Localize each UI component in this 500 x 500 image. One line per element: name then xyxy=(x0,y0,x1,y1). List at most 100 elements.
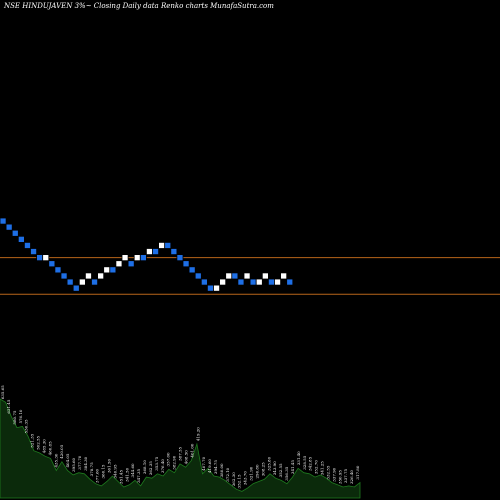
volume-price-label: 357.00 xyxy=(166,452,171,466)
volume-price-label: 347.35 xyxy=(136,468,141,482)
renko-brick-up xyxy=(133,254,141,262)
renko-brick-up xyxy=(225,272,233,280)
volume-price-label: 362.35 xyxy=(148,461,153,475)
volume-price-label: 343.70 xyxy=(243,471,248,485)
renko-brick-down xyxy=(194,272,202,280)
volume-price-label: 435.30 xyxy=(53,453,58,467)
volume-price-label: 372.10 xyxy=(225,467,230,481)
volume-price-label: 350.95 xyxy=(337,470,342,484)
renko-brick-up xyxy=(103,266,111,274)
volume-price-label: 395.60 xyxy=(71,457,76,471)
volume-price-label: 343.90 xyxy=(272,461,277,475)
renko-brick-down xyxy=(17,235,25,243)
volume-price-label: 382.90 xyxy=(172,455,177,469)
renko-brick-down xyxy=(127,260,135,268)
renko-brick-down xyxy=(200,278,208,286)
renko-brick-up xyxy=(78,278,86,286)
volume-price-label: 378.75 xyxy=(89,462,94,476)
renko-brick-down xyxy=(237,278,245,286)
volume-price-label: 341.50 xyxy=(124,467,129,481)
renko-brick-up xyxy=(121,254,129,262)
volume-price-label: 342.85 xyxy=(308,456,313,470)
volume-price-label: 384.30 xyxy=(83,456,88,470)
renko-brick-down xyxy=(36,254,44,262)
renko-brick-down xyxy=(11,229,19,237)
volume-price-label: 380.00 xyxy=(219,463,224,477)
volume-price-label: 353.75 xyxy=(154,456,159,470)
volume-price-label: 344.60 xyxy=(130,463,135,477)
renko-brick-up xyxy=(274,278,281,286)
volume-price-label: 332.55 xyxy=(325,465,330,479)
renko-brick-up xyxy=(158,241,166,249)
renko-brick-down xyxy=(182,260,190,268)
volume-price-label: 377.70 xyxy=(77,455,82,469)
volume-area xyxy=(0,398,361,499)
renko-brick-down xyxy=(231,272,239,280)
renko-brick-up xyxy=(243,272,251,280)
renko-brick-up xyxy=(219,278,227,286)
volume-price-label: 308.25 xyxy=(260,462,265,476)
volume-price-label: 387.55 xyxy=(178,446,183,460)
volume-price-label: 580.75 xyxy=(12,410,17,424)
renko-brick-down xyxy=(60,272,68,280)
renko-brick-down xyxy=(30,248,37,255)
volume-price-label: 296.80 xyxy=(254,464,259,478)
volume-price-label: 536.35 xyxy=(24,419,29,433)
volume-price-label: 408.50 xyxy=(183,450,188,464)
volume-price-label: 362.30 xyxy=(231,472,236,486)
renko-brick-down xyxy=(188,266,196,274)
renko-brick-down xyxy=(0,217,7,225)
volume-price-label: 635.65 xyxy=(0,385,5,399)
renko-brick-up xyxy=(280,272,288,280)
volume-price-label: 328.55 xyxy=(302,455,307,469)
renko-brick-down xyxy=(206,284,214,292)
renko-brick-down xyxy=(23,241,31,249)
volume-price-label: 337.90 xyxy=(331,467,336,481)
volume-price-label: 341.45 xyxy=(290,460,295,474)
reference-lines xyxy=(0,257,500,295)
renko-brick-down xyxy=(66,278,74,286)
volume-price-label: 352.55 xyxy=(278,463,283,477)
volume-price-label: 420.05 xyxy=(59,444,64,458)
renko-brick-up xyxy=(255,278,263,286)
volume-panel xyxy=(0,398,361,499)
volume-price-label: 351.45 xyxy=(118,470,123,484)
renko-brick-up xyxy=(97,272,105,280)
volume-price-label: 394.75 xyxy=(213,460,218,474)
renko-brick-up xyxy=(85,272,92,280)
renko-brick-down xyxy=(170,248,178,255)
renko-brick-up xyxy=(115,260,123,268)
volume-price-label: 341.25 xyxy=(320,461,325,475)
volume-price-label: 460.85 xyxy=(47,441,52,455)
volume-price-label: 621.45 xyxy=(6,399,11,413)
volume-price-label: 401.00 xyxy=(189,443,194,457)
volume-price-label: 337.75 xyxy=(343,468,348,482)
renko-brick-down xyxy=(72,284,80,292)
volume-price-label: 326.40 xyxy=(349,470,354,484)
volume-price-label: 352.70 xyxy=(314,460,319,474)
renko-brick-up xyxy=(213,284,220,292)
volume-price-label: 368.10 xyxy=(142,460,147,474)
renko-brick-down xyxy=(139,254,147,262)
volume-price-label: 576.10 xyxy=(18,409,23,423)
renko-brick-down xyxy=(176,254,184,262)
volume-price-label: 521.35 xyxy=(30,433,35,447)
renko-brick-down xyxy=(152,248,159,255)
volume-price-label: 356.35 xyxy=(284,466,289,480)
renko-brick-up xyxy=(145,248,153,255)
volume-price-label: 377.60 xyxy=(95,468,100,482)
renko-brick-up xyxy=(42,254,50,262)
chart-title: NSE HINDUJAVEN 3%~ Closing Daily data Re… xyxy=(3,2,274,10)
volume-price-label: 485.30 xyxy=(41,439,46,453)
renko-brick-down xyxy=(267,278,275,286)
renko-brick-down xyxy=(91,278,98,286)
volume-price-label: 419.60 xyxy=(207,459,212,473)
renko-brick-down xyxy=(109,266,117,274)
renko-brick-down xyxy=(286,278,294,286)
volume-price-label: 361.50 xyxy=(107,459,112,473)
renko-brick-down xyxy=(249,278,257,286)
renko-brick-down xyxy=(5,223,13,231)
volume-price-label: 317.80 xyxy=(355,465,360,479)
volume-price-label: 331.40 xyxy=(296,451,301,465)
